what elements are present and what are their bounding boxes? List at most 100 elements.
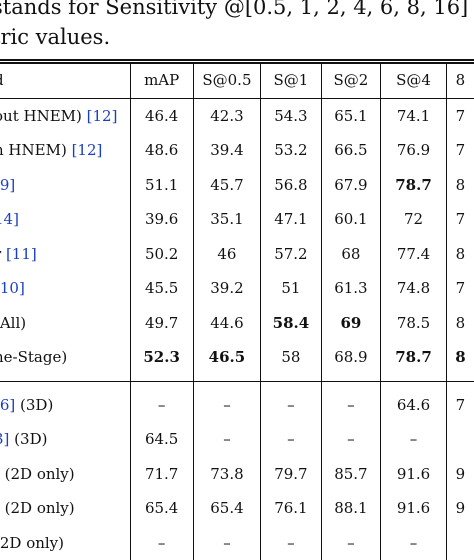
citation-link[interactable]: [9] [0,176,15,194]
method-text: h HNEM) [12] [0,141,102,159]
method-text: 3] (3D) [0,430,47,448]
value-cell: – [261,422,322,457]
value-cell: – [321,388,380,423]
header-cell: S@2 [321,63,380,98]
value-cell: – [381,422,447,457]
method-name: (All) [0,314,26,332]
citation-link[interactable]: [6] [0,396,15,414]
value-cell: – [130,526,193,560]
value-cell: 50.2 [130,237,193,272]
value-cell: 68.9 [321,340,380,375]
citation-link[interactable]: [12] [72,141,103,159]
value-cell: 64.5 [130,422,193,457]
method-cell: (2D only) [0,526,130,560]
header-label: mAP [144,71,179,89]
value-cell: 46.4 [130,98,193,133]
value-cell: – [193,526,260,560]
value-cell: – [261,388,322,423]
header-cell: S@1 [261,63,322,98]
value-cell: 52.3 [130,340,193,375]
method-text: ] (2D only) [0,499,75,517]
table-row: (2D only)––––– [0,526,474,560]
method-cell: h HNEM) [12] [0,133,130,168]
method-name: (2D only) [0,499,75,517]
header-cell: mAP [130,63,193,98]
method-cell: ] (2D only) [0,491,130,526]
value-cell: 65.4 [193,491,260,526]
header-row: dmAPS@0.5S@1S@2S@48 [0,63,474,98]
method-name: (3D) [9,430,47,448]
header-label: S@4 [396,71,431,89]
method-name: (3D) [15,396,53,414]
method-cell: [9] [0,168,130,203]
value-cell: – [381,526,447,560]
value-cell: 56.8 [261,168,322,203]
method-cell: [10] [0,271,130,306]
value-cell: 7 [446,202,474,237]
citation-link[interactable]: 14] [0,210,19,228]
value-cell: 51.1 [130,168,193,203]
value-cell [446,422,474,457]
value-cell: 7 [446,133,474,168]
value-cell [446,526,474,560]
method-name: ne-Stage) [0,348,67,366]
top-rule [0,59,474,61]
header-label: d [0,71,4,89]
method-name: (2D only) [0,534,64,552]
value-cell: 53.2 [261,133,322,168]
method-text: [6] (3D) [0,396,53,414]
value-cell: 67.9 [321,168,380,203]
value-cell: 66.5 [321,133,380,168]
value-cell: 49.7 [130,306,193,341]
value-cell: 61.3 [321,271,380,306]
method-cell: (All) [0,306,130,341]
value-cell: 91.6 [381,491,447,526]
method-text: [9] [0,176,15,194]
header-cell: S@4 [381,63,447,98]
method-cell: 14] [0,202,130,237]
caption-line-2: tric values. [0,22,110,52]
value-cell: 69 [321,306,380,341]
header-cell: 8 [446,63,474,98]
header-method: d [0,63,130,98]
value-cell: 51 [261,271,322,306]
value-cell: 78.7 [381,168,447,203]
table-row: [6] (3D)––––64.67 [0,388,474,423]
method-text: (2D only) [0,534,64,552]
value-cell: 47.1 [261,202,322,237]
value-cell: – [193,422,260,457]
method-cell: r [11] [0,237,130,272]
citation-link[interactable]: [11] [6,245,37,263]
header-label: S@2 [334,71,369,89]
value-cell: 35.1 [193,202,260,237]
citation-link[interactable]: 3] [0,430,9,448]
method-text: 14] [0,210,19,228]
header-label: S@1 [274,71,309,89]
value-cell: 8 [446,306,474,341]
value-cell: 9 [446,491,474,526]
value-cell: 44.6 [193,306,260,341]
value-cell: 7 [446,388,474,423]
value-cell: 48.6 [130,133,193,168]
value-cell: 57.2 [261,237,322,272]
value-cell: 78.7 [381,340,447,375]
value-cell: 88.1 [321,491,380,526]
citation-link[interactable]: [12] [87,107,118,125]
value-cell: 39.6 [130,202,193,237]
method-cell: ne-Stage) [0,340,130,375]
citation-link[interactable]: [10] [0,279,25,297]
value-cell: 64.6 [381,388,447,423]
value-cell: 39.4 [193,133,260,168]
method-name: out HNEM) [0,107,87,125]
value-cell: 76.9 [381,133,447,168]
value-cell: 60.1 [321,202,380,237]
value-cell: 65.4 [130,491,193,526]
method-cell: [6] (3D) [0,388,130,423]
method-text: out HNEM) [12] [0,107,117,125]
